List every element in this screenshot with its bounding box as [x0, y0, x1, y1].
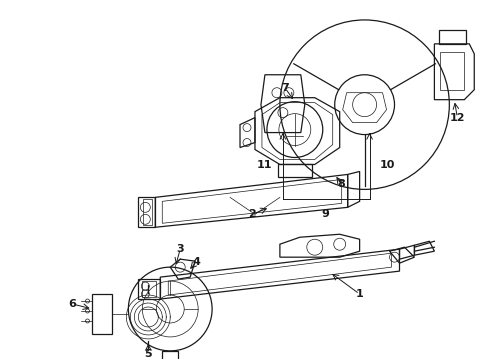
Text: 6: 6 [69, 299, 76, 309]
Text: 12: 12 [449, 113, 465, 123]
Text: 7: 7 [281, 83, 289, 93]
Text: 4: 4 [192, 257, 200, 267]
Text: 8: 8 [338, 179, 345, 189]
Text: 2: 2 [248, 209, 256, 219]
Text: 3: 3 [176, 244, 184, 254]
Text: 5: 5 [145, 349, 152, 359]
Text: 9: 9 [322, 209, 330, 219]
Text: 10: 10 [380, 161, 395, 171]
Text: 11: 11 [257, 161, 273, 171]
Text: 1: 1 [356, 289, 364, 299]
